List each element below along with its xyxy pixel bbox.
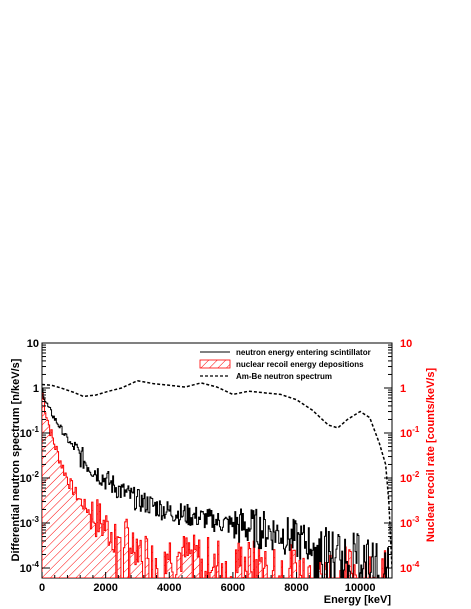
y-axis-label-left: Differential neutron spectrum [n/keV/s] <box>10 358 22 561</box>
legend-swatch-recoil <box>199 359 231 369</box>
y-tick-label-left: 10 <box>27 338 39 350</box>
x-tick-label: 0 <box>39 582 45 594</box>
y-tick-label-right: 10-2 <box>400 470 420 485</box>
y-tick-label-left: 10-3 <box>20 515 40 530</box>
y-tick-label-left: 10-4 <box>20 560 40 575</box>
y-tick-label-right: 10-4 <box>400 560 420 575</box>
x-tick-label: 6000 <box>221 582 245 594</box>
legend: neutron energy entering scintillator nuc… <box>199 348 371 381</box>
y-tick-label-right: 10-1 <box>400 425 420 440</box>
y-tick-label-left: 10-2 <box>20 470 40 485</box>
legend-label-scintillator: neutron energy entering scintillator <box>236 348 371 357</box>
y-tick-label-left: 10-1 <box>20 425 40 440</box>
y-tick-label-left: 1 <box>33 383 39 395</box>
legend-label-ambe: Am-Be neutron spectrum <box>236 372 332 381</box>
series-nuclear-recoil-fill <box>42 392 386 578</box>
x-tick-label: 2000 <box>93 582 117 594</box>
y-tick-label-right: 10-3 <box>400 515 420 530</box>
x-tick-label: 4000 <box>157 582 181 594</box>
series-nuclear-recoil <box>42 391 387 578</box>
y-tick-label-right: 10 <box>400 338 412 350</box>
x-axis-label: Energy [keV] <box>324 594 392 606</box>
legend-label-recoil: nuclear recoil energy depositions <box>236 360 364 369</box>
series-ambe-spectrum <box>42 379 392 569</box>
y-tick-label-right: 1 <box>400 383 406 395</box>
y-axis-label-right: Nuclear recoil rate [counts/keV/s] <box>425 368 437 543</box>
series-neutron-scintillator <box>42 388 390 578</box>
x-tick-label: 10000 <box>345 582 376 594</box>
x-tick-label: 8000 <box>284 582 308 594</box>
